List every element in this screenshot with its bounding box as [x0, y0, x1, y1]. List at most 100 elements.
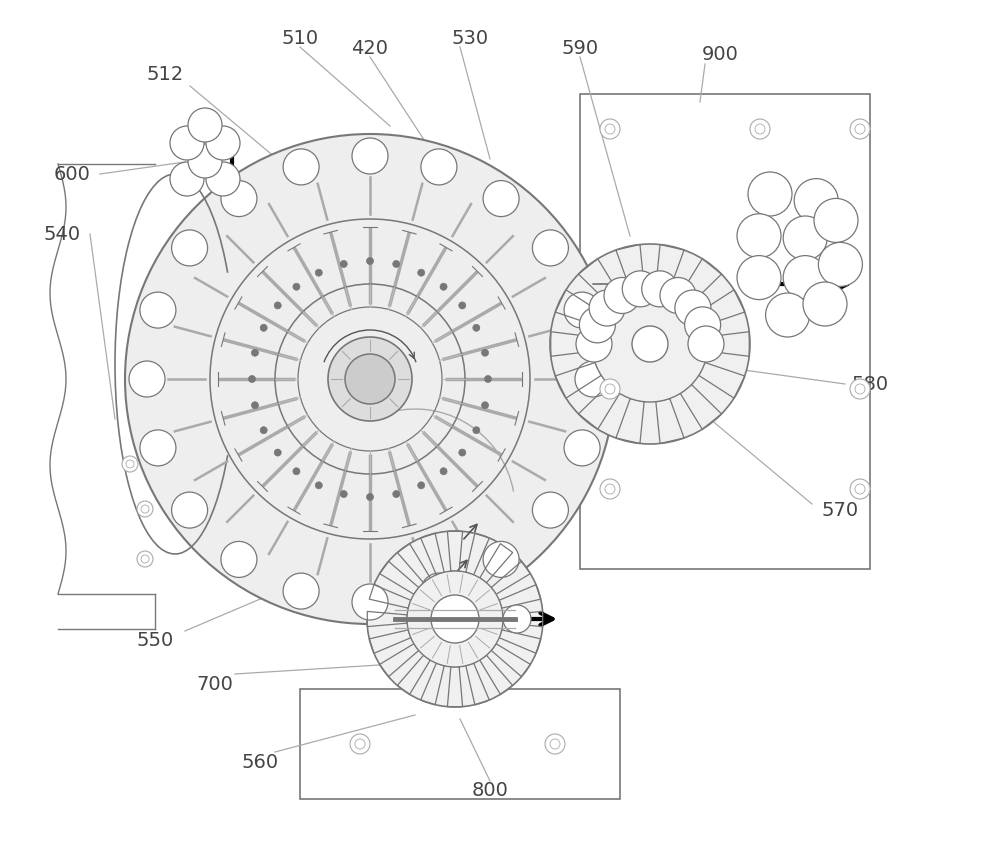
Circle shape — [274, 302, 281, 310]
Circle shape — [564, 293, 600, 328]
Circle shape — [794, 180, 838, 224]
Circle shape — [459, 302, 466, 310]
Circle shape — [605, 484, 615, 495]
Circle shape — [850, 479, 870, 500]
Circle shape — [532, 493, 568, 528]
Circle shape — [592, 287, 708, 403]
Circle shape — [141, 555, 149, 563]
Circle shape — [482, 349, 489, 357]
Circle shape — [283, 149, 319, 186]
Circle shape — [675, 290, 711, 327]
Circle shape — [660, 279, 696, 314]
Circle shape — [600, 380, 620, 399]
Circle shape — [418, 482, 425, 490]
Circle shape — [172, 230, 208, 267]
Circle shape — [850, 120, 870, 140]
Text: 512: 512 — [146, 66, 184, 84]
Circle shape — [850, 380, 870, 399]
Text: 510: 510 — [281, 29, 319, 47]
Circle shape — [140, 293, 176, 328]
Circle shape — [137, 551, 153, 567]
Circle shape — [188, 109, 222, 143]
Circle shape — [366, 494, 374, 500]
Circle shape — [564, 430, 600, 467]
Circle shape — [367, 532, 543, 707]
Circle shape — [248, 376, 256, 383]
Circle shape — [352, 138, 388, 175]
Circle shape — [473, 325, 480, 332]
Circle shape — [532, 230, 568, 267]
Circle shape — [293, 284, 300, 291]
Circle shape — [576, 327, 612, 363]
Circle shape — [407, 571, 503, 668]
Text: 900: 900 — [702, 46, 738, 64]
Circle shape — [137, 501, 153, 517]
Circle shape — [600, 479, 620, 500]
Circle shape — [483, 181, 519, 218]
Circle shape — [482, 403, 489, 409]
Circle shape — [140, 430, 176, 467]
Circle shape — [366, 258, 374, 265]
Circle shape — [221, 542, 257, 578]
Circle shape — [260, 325, 267, 332]
Circle shape — [340, 491, 347, 498]
Circle shape — [473, 427, 480, 434]
Circle shape — [783, 217, 827, 261]
Circle shape — [340, 261, 347, 268]
Circle shape — [750, 120, 770, 140]
Circle shape — [170, 127, 204, 161]
Circle shape — [503, 605, 531, 633]
Circle shape — [737, 257, 781, 300]
Circle shape — [483, 542, 519, 578]
Circle shape — [642, 272, 678, 307]
Circle shape — [221, 181, 257, 218]
Circle shape — [172, 493, 208, 528]
Circle shape — [550, 245, 750, 445]
Circle shape — [688, 327, 724, 363]
Circle shape — [814, 199, 858, 243]
Text: 530: 530 — [451, 29, 489, 47]
Text: 800: 800 — [472, 780, 508, 798]
Circle shape — [129, 361, 165, 398]
Text: 560: 560 — [241, 753, 279, 771]
Text: 580: 580 — [851, 375, 889, 394]
Circle shape — [550, 739, 560, 749]
Circle shape — [188, 145, 222, 179]
Text: 540: 540 — [43, 225, 81, 244]
Text: 420: 420 — [352, 39, 388, 57]
Circle shape — [589, 290, 625, 327]
Circle shape — [685, 307, 721, 344]
Circle shape — [855, 385, 865, 394]
Circle shape — [274, 450, 281, 457]
Circle shape — [421, 149, 457, 186]
Circle shape — [440, 284, 447, 291]
Circle shape — [345, 354, 395, 404]
Circle shape — [393, 491, 400, 498]
Text: 570: 570 — [821, 500, 859, 519]
Circle shape — [315, 270, 322, 277]
Circle shape — [855, 484, 865, 495]
Text: 590: 590 — [561, 39, 599, 57]
Circle shape — [855, 125, 865, 135]
Circle shape — [766, 294, 810, 338]
Circle shape — [352, 584, 388, 620]
Circle shape — [206, 127, 240, 161]
Circle shape — [251, 349, 258, 357]
Circle shape — [604, 279, 640, 314]
Circle shape — [141, 506, 149, 513]
Circle shape — [605, 125, 615, 135]
Circle shape — [737, 214, 781, 258]
Circle shape — [431, 595, 479, 643]
Circle shape — [575, 361, 611, 398]
Circle shape — [293, 468, 300, 475]
Circle shape — [355, 739, 365, 749]
Text: 600: 600 — [54, 165, 90, 184]
Circle shape — [170, 163, 204, 197]
Circle shape — [755, 125, 765, 135]
Circle shape — [283, 573, 319, 609]
Circle shape — [125, 135, 615, 625]
Circle shape — [459, 450, 466, 457]
Text: 700: 700 — [197, 674, 233, 694]
Circle shape — [421, 573, 457, 609]
Circle shape — [783, 257, 827, 300]
